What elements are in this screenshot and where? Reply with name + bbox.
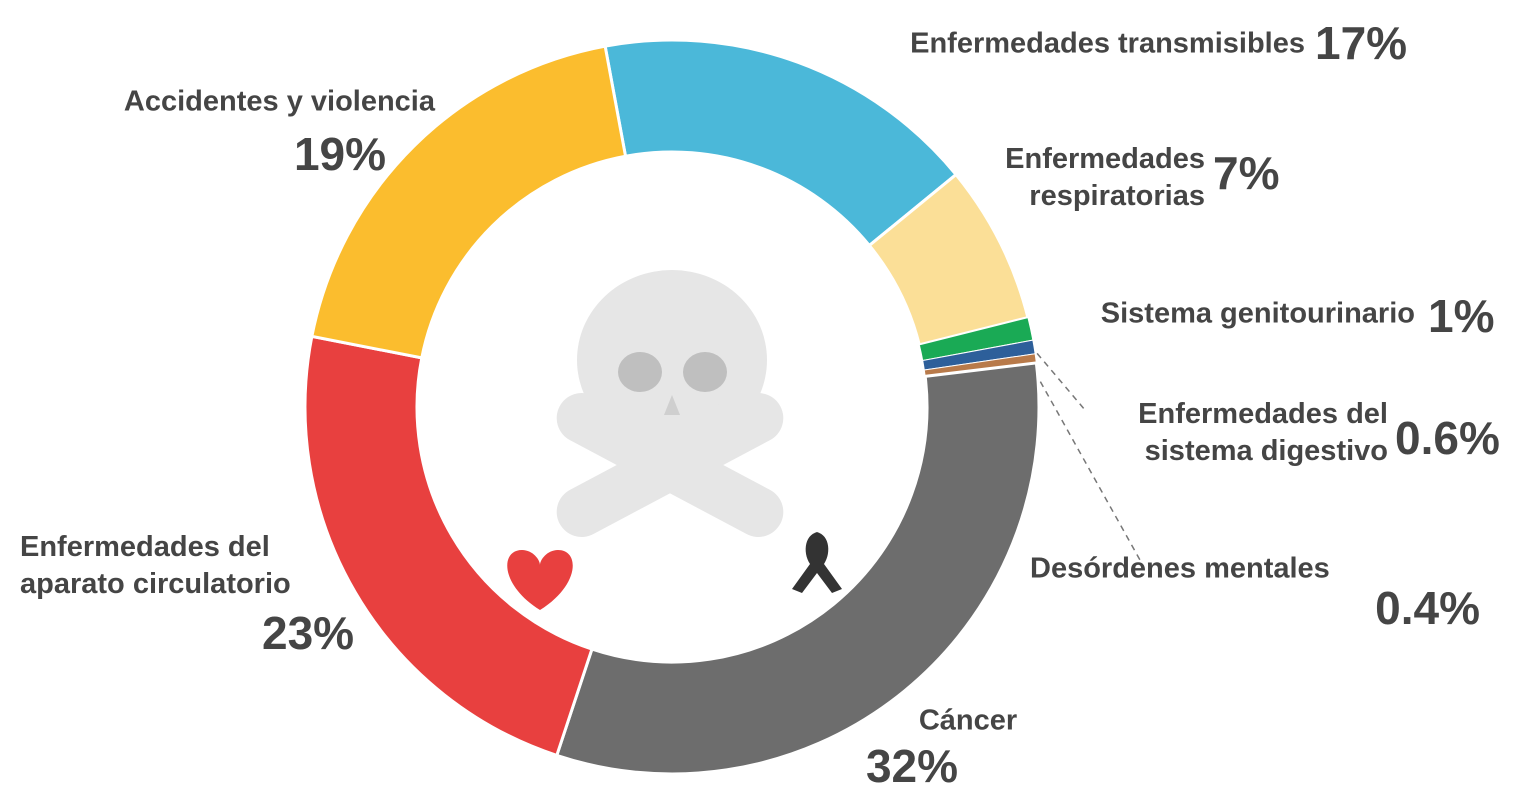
value-label: 0.4% bbox=[1375, 582, 1480, 634]
heart-icon bbox=[507, 550, 572, 610]
value-label: 7% bbox=[1213, 147, 1279, 199]
value-label: 23% bbox=[262, 607, 354, 659]
ribbon-icon bbox=[792, 532, 842, 593]
value-label: 32% bbox=[866, 740, 958, 788]
slice-label: Enfermedades transmisibles bbox=[910, 28, 1305, 60]
value-label: 1% bbox=[1428, 290, 1494, 342]
donut-slice bbox=[305, 336, 592, 755]
value-label: 19% bbox=[294, 128, 386, 180]
chart: Enfermedades transmisibles 17% Enfermedade… bbox=[0, 0, 1515, 788]
donut-slice bbox=[605, 40, 956, 245]
value-label: 0.6% bbox=[1395, 412, 1500, 464]
slice-label: Sistema genitourinario bbox=[1101, 298, 1415, 330]
slice-label: Accidentes y violencia bbox=[124, 86, 436, 118]
slice-label: Cáncer bbox=[919, 705, 1017, 737]
slice-label: Desórdenes mentales bbox=[1030, 553, 1330, 585]
value-label: 17% bbox=[1315, 17, 1407, 69]
skull-decoration bbox=[548, 270, 792, 546]
leader-line bbox=[1035, 372, 1140, 560]
